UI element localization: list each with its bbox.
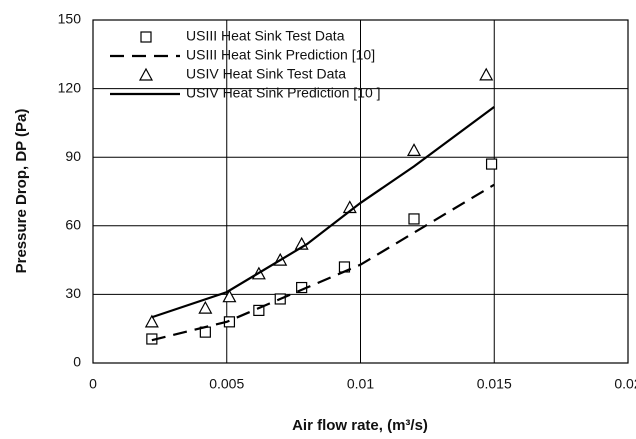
prediction-line [151, 106, 495, 319]
legend-label: USIV Heat Sink Prediction [10 ] [186, 85, 381, 101]
legend-label: USIV Heat Sink Test Data [186, 66, 346, 82]
x-tick-label: 0.01 [347, 376, 374, 392]
triangle-marker [479, 67, 494, 81]
x-tick-label: 0.015 [477, 376, 512, 392]
square-marker [253, 304, 265, 317]
square-marker [140, 31, 152, 43]
triangle-marker [406, 143, 422, 156]
legend-label: USIII Heat Sink Prediction [10] [186, 47, 375, 63]
prediction-line [151, 183, 495, 342]
x-axis-label: Air flow rate, (m³/s) [292, 417, 428, 434]
x-tick-label: 0 [89, 376, 97, 392]
square-marker [485, 158, 498, 170]
y-tick-label: 60 [65, 217, 81, 233]
y-tick-label: 30 [65, 285, 81, 301]
triangle-marker [222, 289, 237, 303]
y-tick-label: 150 [58, 11, 82, 27]
triangle-marker [198, 300, 213, 314]
triangle-marker [138, 67, 154, 81]
x-tick-label: 0.005 [209, 376, 244, 392]
y-tick-label: 120 [58, 79, 82, 95]
y-tick-label: 0 [73, 354, 81, 370]
triangle-marker [144, 314, 159, 328]
y-tick-label: 90 [65, 148, 81, 164]
y-axis-label: Pressure Drop, DP (Pa) [13, 109, 30, 274]
square-marker [408, 213, 420, 225]
legend-label: USIII Heat Sink Test Data [186, 28, 345, 44]
x-tick-label: 0.02 [614, 376, 636, 392]
